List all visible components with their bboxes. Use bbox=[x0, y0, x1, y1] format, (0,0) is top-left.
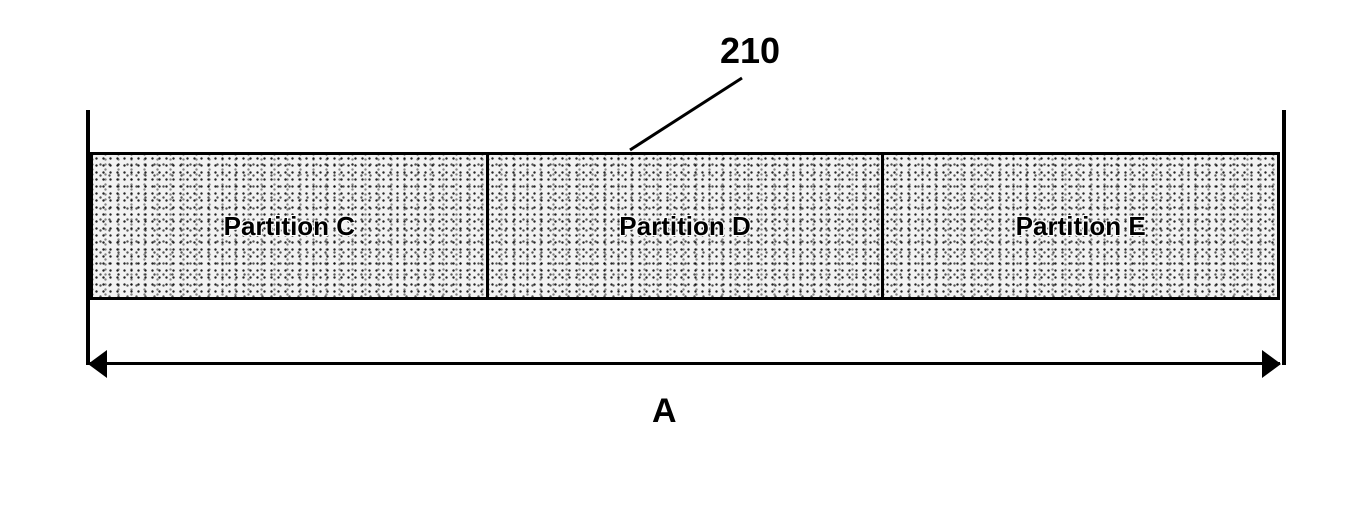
diagram-canvas: 210 Partition C Partition D Partition E … bbox=[0, 0, 1363, 523]
partition-d-label: Partition D bbox=[619, 211, 750, 242]
reference-number: 210 bbox=[720, 30, 780, 72]
partition-c: Partition C bbox=[93, 155, 486, 297]
partition-d: Partition D bbox=[486, 155, 882, 297]
partition-e: Partition E bbox=[881, 155, 1277, 297]
partition-c-label: Partition C bbox=[224, 211, 355, 242]
partition-bar: Partition C Partition D Partition E bbox=[90, 152, 1280, 300]
dimension-line bbox=[90, 362, 1280, 365]
extent-bracket-right bbox=[1282, 110, 1286, 365]
dimension-label: A bbox=[648, 392, 681, 431]
dimension-arrow-left bbox=[88, 350, 107, 378]
dimension-arrow-right bbox=[1262, 350, 1281, 378]
partition-e-label: Partition E bbox=[1016, 211, 1146, 242]
